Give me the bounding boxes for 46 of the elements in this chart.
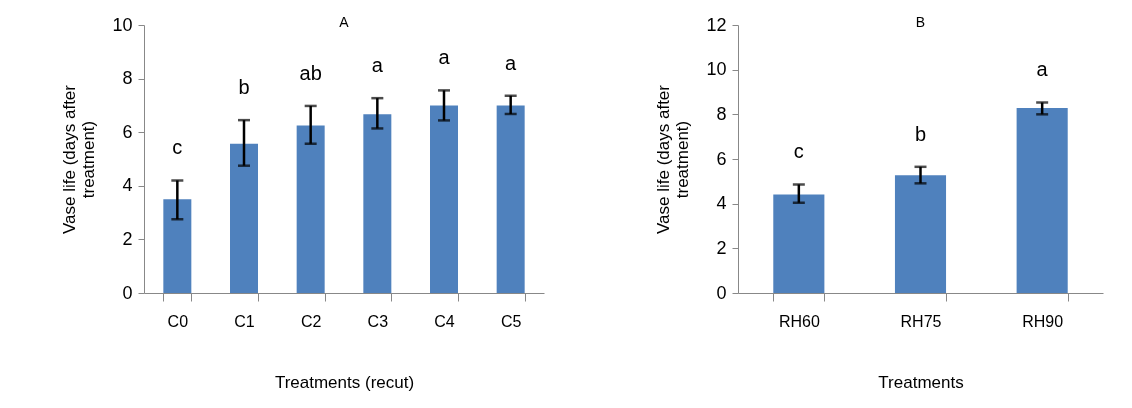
x-tick-label: RH75 [900, 312, 942, 330]
bar [296, 125, 325, 293]
bar [363, 114, 392, 293]
bar [773, 194, 825, 293]
bar [230, 143, 258, 293]
annotation: ab [299, 61, 322, 84]
y-tick-label: 4 [716, 193, 727, 214]
x-tick-label: RH60 [778, 312, 820, 330]
y-tick-label: 12 [706, 14, 727, 35]
chart-title: B [915, 14, 926, 30]
x-tick-label: C1 [234, 312, 255, 330]
y-tick-label: 0 [716, 282, 727, 303]
y-tick-label: 4 [122, 175, 133, 196]
x-tick-label: RH90 [1022, 312, 1064, 330]
bar [430, 105, 458, 293]
y-tick-label: 2 [716, 237, 727, 258]
x-tick-label: C4 [434, 312, 455, 330]
y-tick-label: 8 [122, 68, 133, 89]
x-tick-label: C3 [367, 312, 389, 330]
annotation: a [438, 46, 451, 69]
annotation: b [914, 122, 927, 145]
annotation: b [238, 76, 250, 99]
y-axis-title: Vase life (days after treatment) [654, 84, 693, 234]
chart-title: A [339, 14, 350, 30]
y-tick-label: 6 [716, 148, 727, 169]
y-tick-label: 8 [716, 103, 727, 124]
x-tick-label: C0 [167, 312, 189, 330]
bar [496, 105, 525, 293]
bar [894, 175, 947, 293]
x-axis-title: Treatments (recut) [274, 372, 415, 392]
x-tick-label: C5 [500, 312, 522, 330]
y-axis-title: Vase life (days after treatment) [60, 84, 99, 234]
annotation: c [172, 136, 183, 159]
y-tick-label: 10 [706, 59, 727, 80]
y-tick-label: 10 [112, 14, 133, 35]
x-axis-title: Treatments [878, 372, 964, 392]
y-tick-label: 0 [122, 282, 133, 303]
annotation: c [793, 140, 804, 163]
bar [1016, 108, 1068, 293]
annotation: a [1036, 58, 1049, 81]
bar [163, 199, 192, 293]
annotation: a [505, 51, 518, 74]
y-tick-label: 6 [122, 121, 133, 142]
annotation: a [371, 54, 384, 77]
x-tick-label: C2 [300, 312, 322, 330]
y-tick-label: 2 [122, 228, 133, 249]
